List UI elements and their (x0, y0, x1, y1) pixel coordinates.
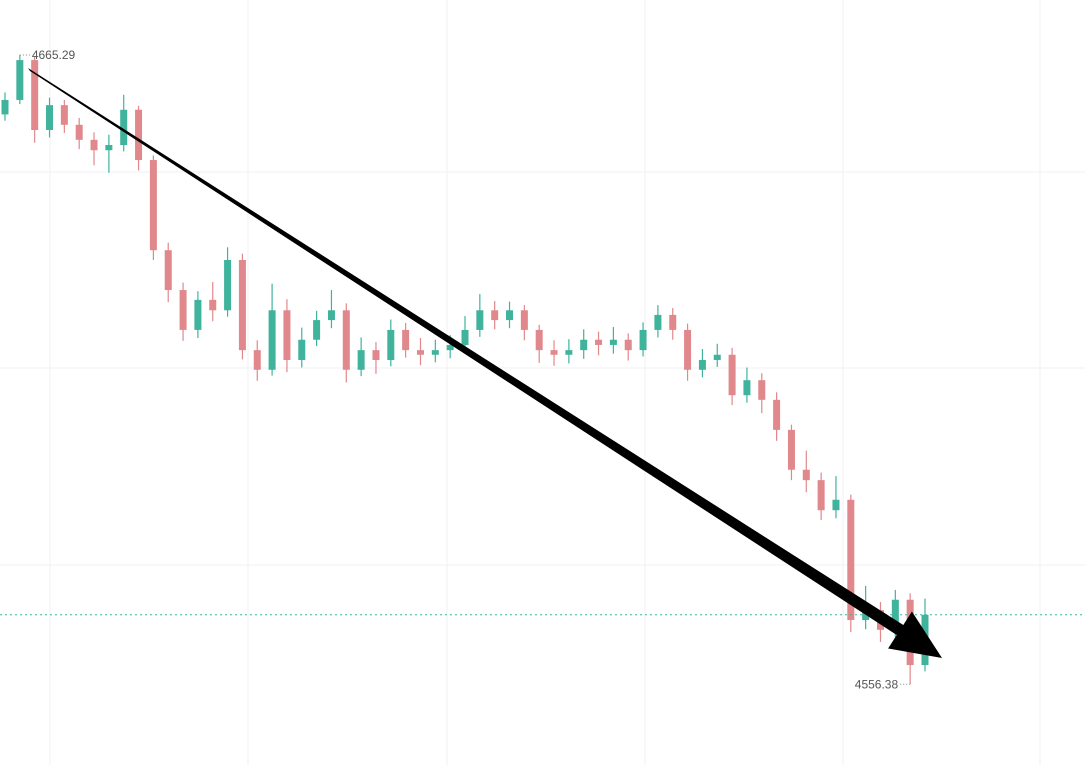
candle-body (520, 310, 528, 330)
candle-body (728, 354, 736, 396)
candle-body (609, 339, 617, 345)
candle-body (90, 139, 98, 151)
candle-body (194, 299, 202, 330)
candle-body (387, 329, 395, 360)
candle-body (105, 145, 113, 151)
candle-body (1, 99, 9, 115)
candle-body (298, 339, 306, 360)
candle-body (238, 260, 246, 351)
candle-body (506, 310, 514, 321)
candle-body (416, 350, 424, 355)
candle-body (357, 350, 365, 370)
candle-body (580, 339, 588, 351)
candle-body (847, 499, 855, 620)
min-label: 4556.38 (855, 677, 899, 691)
candle-body (476, 310, 484, 330)
candle-body (120, 109, 128, 146)
max-label: 4665.29 (32, 48, 76, 62)
candle-body (669, 314, 677, 330)
candle-body (802, 469, 810, 481)
candle-body (624, 339, 632, 351)
candle-body (342, 310, 350, 370)
candle-body (550, 350, 558, 355)
candle-body (491, 310, 499, 321)
candle-body (179, 290, 187, 330)
candle-body (283, 310, 291, 360)
candle-body (698, 359, 706, 370)
candle-body (595, 339, 603, 345)
candle-body (461, 329, 469, 345)
trend-arrow (28, 68, 942, 658)
candle-body (268, 310, 276, 370)
candle-body (787, 429, 795, 470)
candle-body (431, 350, 439, 355)
candle-body (773, 399, 781, 430)
candle-body (16, 60, 24, 100)
candle-body (31, 60, 39, 131)
candle-body (372, 350, 380, 360)
candle-body (565, 350, 573, 355)
candle-body (684, 329, 692, 370)
candle-body (832, 499, 840, 511)
candle-body (535, 329, 543, 351)
candle-body (60, 105, 68, 125)
candle-body (224, 260, 232, 311)
candle-body (253, 350, 261, 370)
candle-body (164, 250, 172, 291)
candle-body (639, 329, 647, 351)
candle-body (713, 354, 721, 360)
candle-body (135, 109, 143, 161)
candle-body (313, 320, 321, 340)
candle-body (446, 344, 454, 351)
candle-body (75, 124, 83, 140)
candle-body (817, 480, 825, 511)
candle-body (743, 380, 751, 396)
candle-body (327, 310, 335, 321)
candle-body (402, 329, 410, 351)
candle-body (149, 160, 157, 251)
candle-body (209, 299, 217, 311)
candle-body (46, 105, 54, 131)
candle-body (654, 314, 662, 330)
candle-body (758, 380, 766, 400)
